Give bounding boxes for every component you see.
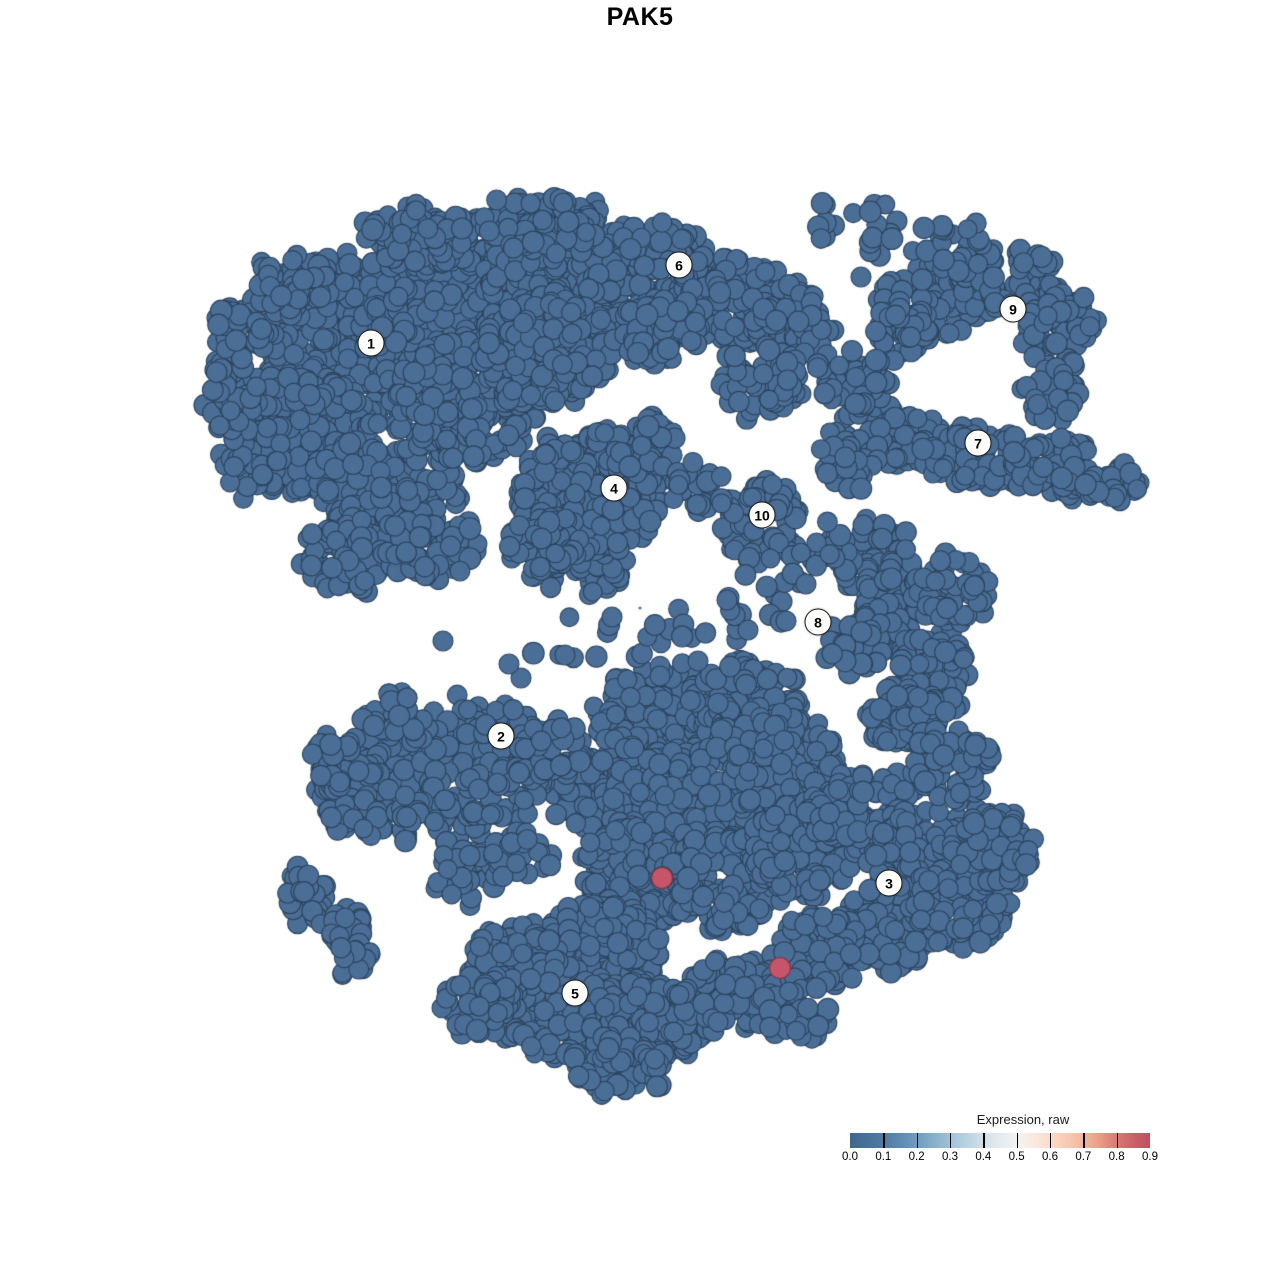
cluster-label-9: 9 [999, 295, 1027, 323]
cluster-label-2: 2 [487, 722, 515, 750]
cluster-label-4: 4 [600, 474, 628, 502]
cluster-label-5: 5 [561, 979, 589, 1007]
cluster-label-3: 3 [875, 869, 903, 897]
cluster-label-1: 1 [357, 329, 385, 357]
cluster-label-10: 10 [748, 501, 776, 529]
cluster-label-8: 8 [804, 608, 832, 636]
cluster-label-7: 7 [964, 429, 992, 457]
cluster-label-6: 6 [665, 251, 693, 279]
